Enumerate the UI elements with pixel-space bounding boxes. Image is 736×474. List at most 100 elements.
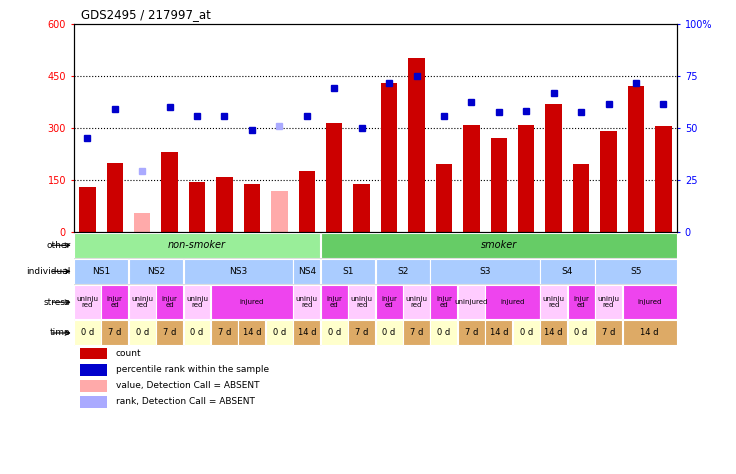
Bar <box>156 285 183 319</box>
Text: uninju
red: uninju red <box>598 296 620 309</box>
Bar <box>601 131 617 232</box>
Text: 0 d: 0 d <box>383 328 396 337</box>
Bar <box>183 285 210 319</box>
Text: S4: S4 <box>562 267 573 276</box>
Text: 0 d: 0 d <box>81 328 94 337</box>
Bar <box>271 191 288 232</box>
Bar <box>348 320 375 346</box>
Bar <box>79 381 107 392</box>
Bar <box>573 164 590 232</box>
Bar <box>567 320 595 346</box>
Bar <box>485 320 512 346</box>
Text: non-smoker: non-smoker <box>168 240 226 250</box>
Text: 7 d: 7 d <box>163 328 177 337</box>
Bar <box>540 259 595 284</box>
Bar <box>74 259 128 284</box>
Text: NS2: NS2 <box>147 267 165 276</box>
Bar <box>403 285 430 319</box>
Bar <box>408 58 425 232</box>
Bar <box>375 320 403 346</box>
Text: uninju
red: uninju red <box>350 296 372 309</box>
Bar <box>326 123 342 232</box>
Text: 14 d: 14 d <box>545 328 563 337</box>
Text: uninju
red: uninju red <box>296 296 318 309</box>
Bar <box>491 138 507 232</box>
Text: uninju
red: uninju red <box>77 296 99 309</box>
Text: S5: S5 <box>630 267 642 276</box>
Text: injured: injured <box>637 299 662 305</box>
Bar <box>294 320 320 346</box>
Text: 0 d: 0 d <box>328 328 341 337</box>
Bar <box>595 285 622 319</box>
Bar <box>381 83 397 232</box>
Text: NS1: NS1 <box>92 267 110 276</box>
Text: 0 d: 0 d <box>273 328 286 337</box>
Bar <box>403 320 430 346</box>
Bar <box>436 164 452 232</box>
Bar <box>156 320 183 346</box>
Text: uninju
red: uninju red <box>186 296 208 309</box>
Bar <box>375 259 430 284</box>
Bar <box>79 396 107 408</box>
Text: 0 d: 0 d <box>520 328 533 337</box>
Bar <box>102 285 128 319</box>
Text: injur
ed: injur ed <box>573 296 589 309</box>
Text: injur
ed: injur ed <box>326 296 342 309</box>
Bar <box>129 259 183 284</box>
Bar <box>321 259 375 284</box>
Text: 14 d: 14 d <box>489 328 508 337</box>
Bar <box>321 285 347 319</box>
Text: rank, Detection Call = ABSENT: rank, Detection Call = ABSENT <box>116 398 255 407</box>
Bar <box>129 285 155 319</box>
Text: uninju
red: uninju red <box>131 296 153 309</box>
Text: 14 d: 14 d <box>640 328 659 337</box>
Bar <box>353 183 370 232</box>
Bar <box>244 183 260 232</box>
Text: injur
ed: injur ed <box>107 296 123 309</box>
Bar <box>189 182 205 232</box>
Bar <box>321 233 677 258</box>
Bar <box>238 320 266 346</box>
Bar <box>74 320 101 346</box>
Bar <box>513 320 539 346</box>
Text: GDS2495 / 217997_at: GDS2495 / 217997_at <box>81 9 210 21</box>
Text: 7 d: 7 d <box>108 328 121 337</box>
Text: 0 d: 0 d <box>437 328 450 337</box>
Bar <box>294 285 320 319</box>
Bar <box>134 213 150 232</box>
Text: 7 d: 7 d <box>355 328 368 337</box>
Text: S2: S2 <box>397 267 408 276</box>
Text: NS3: NS3 <box>229 267 247 276</box>
Bar <box>540 320 567 346</box>
Text: count: count <box>116 349 141 358</box>
Bar <box>655 126 672 232</box>
Text: S3: S3 <box>479 267 491 276</box>
Text: S1: S1 <box>342 267 354 276</box>
Text: injur
ed: injur ed <box>162 296 177 309</box>
Text: injured: injured <box>240 299 264 305</box>
Text: injur
ed: injur ed <box>381 296 397 309</box>
Bar <box>431 320 457 346</box>
Bar <box>74 233 320 258</box>
Bar <box>458 285 485 319</box>
Bar <box>183 320 210 346</box>
Bar <box>211 320 238 346</box>
Bar <box>595 259 677 284</box>
Bar <box>211 285 293 319</box>
Bar <box>431 285 457 319</box>
Bar <box>299 172 315 232</box>
Bar <box>183 259 293 284</box>
Text: percentile rank within the sample: percentile rank within the sample <box>116 365 269 374</box>
Bar <box>518 125 534 232</box>
Bar <box>348 285 375 319</box>
Text: individual: individual <box>26 267 71 276</box>
Text: NS4: NS4 <box>298 267 316 276</box>
Bar <box>485 285 539 319</box>
Text: other: other <box>46 241 71 250</box>
Text: uninjured: uninjured <box>455 299 488 305</box>
Bar <box>161 152 178 232</box>
Text: injured: injured <box>500 299 525 305</box>
Bar <box>129 320 155 346</box>
Text: smoker: smoker <box>481 240 517 250</box>
Text: 7 d: 7 d <box>602 328 615 337</box>
